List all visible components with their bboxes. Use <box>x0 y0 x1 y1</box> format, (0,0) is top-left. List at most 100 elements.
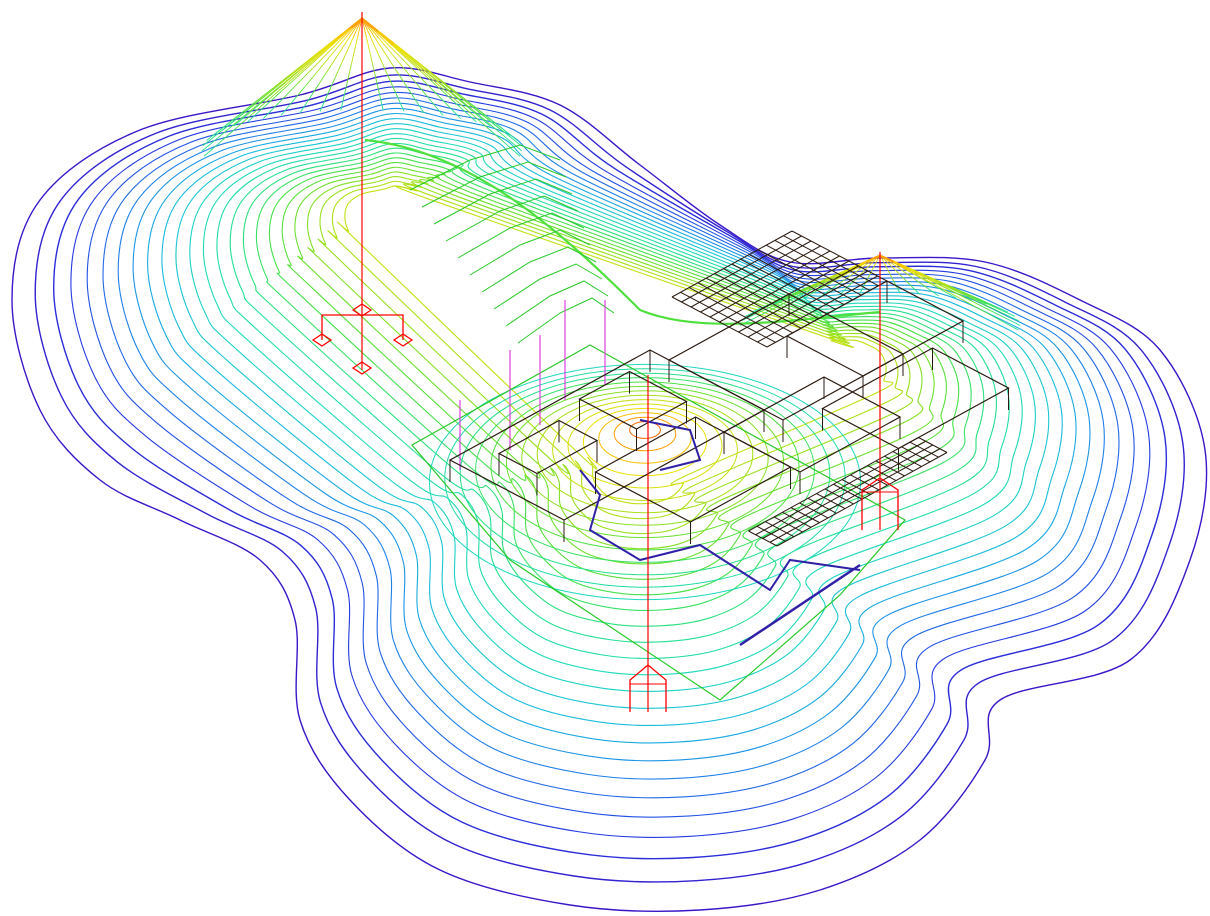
peak-ray <box>242 99 259 113</box>
terrain-line <box>457 212 585 259</box>
peak-ray <box>291 62 307 75</box>
peak-ray <box>376 82 380 92</box>
peak-ray <box>843 286 849 291</box>
peak-ray <box>394 56 403 68</box>
peak-ray <box>386 73 392 84</box>
central-contour <box>613 416 677 452</box>
peak-ray <box>425 70 443 85</box>
contour-line <box>86 91 1135 818</box>
cable-route <box>739 563 861 647</box>
peak-ray <box>304 59 317 71</box>
peak-ray <box>355 36 359 46</box>
peak-ray <box>272 76 288 89</box>
central-contour <box>505 385 785 539</box>
peak-ray <box>977 303 993 312</box>
grid-line <box>762 444 933 539</box>
peak-ray <box>796 286 810 293</box>
peak-ray <box>263 108 274 119</box>
peak-ray <box>907 282 913 287</box>
central-contour <box>536 394 754 514</box>
peak-ray <box>477 114 491 127</box>
central-contour <box>521 390 769 526</box>
peak-ray <box>370 54 374 65</box>
peak-ray <box>287 64 303 78</box>
peak-ray <box>982 300 996 307</box>
central-contour <box>598 412 692 464</box>
peak-ray <box>907 268 923 277</box>
peak-ray <box>501 127 518 141</box>
peak-ray <box>943 283 957 290</box>
peak-ray <box>430 80 443 92</box>
peak-ray <box>885 258 892 264</box>
peak-ray <box>393 45 410 60</box>
peak-ray <box>887 262 893 268</box>
peak-ray <box>392 65 400 76</box>
peak-ray <box>963 296 979 305</box>
peak-ray <box>233 110 251 125</box>
peak-ray <box>246 104 260 116</box>
peak-ray <box>353 27 359 37</box>
peak-ray <box>417 103 425 114</box>
central-contour <box>490 381 800 551</box>
contour-line <box>11 66 1208 913</box>
peak-ray <box>296 85 306 97</box>
peak-ray <box>405 84 413 95</box>
peak-ray <box>401 57 412 69</box>
peak-ray <box>270 90 283 102</box>
peak-ray <box>833 272 844 279</box>
peak-ray <box>826 274 838 281</box>
peak-ray <box>217 124 235 139</box>
peak-ray <box>332 37 343 49</box>
peak-ray <box>920 283 928 289</box>
peak-ray <box>312 57 323 69</box>
peak-ray <box>257 88 273 101</box>
peak-ray <box>425 68 442 83</box>
peak-ray <box>879 254 895 263</box>
peak-ray <box>794 289 806 295</box>
peak-ray <box>410 76 420 87</box>
peak-ray <box>488 119 506 134</box>
peak-ray <box>342 91 346 102</box>
peak-ray <box>850 271 857 276</box>
peak-ray <box>871 258 877 264</box>
peak-ray <box>382 64 388 75</box>
antenna-masts <box>311 12 899 712</box>
peak-ray <box>265 84 283 99</box>
peak-ray <box>374 36 382 47</box>
central-contour <box>475 377 815 563</box>
contour-line <box>306 171 924 550</box>
peak-ray <box>212 123 229 136</box>
peak-ray <box>393 44 411 59</box>
peak-ray <box>380 101 384 111</box>
peak-ray <box>856 263 865 269</box>
peak-ray <box>332 73 338 84</box>
peak-ray <box>247 111 260 123</box>
peak-ray <box>875 258 879 263</box>
peak-ray <box>324 65 332 76</box>
peak-ray <box>413 60 427 73</box>
peak-ray <box>305 51 321 64</box>
contour-lines <box>11 66 1208 913</box>
peak-ray <box>409 55 426 70</box>
peak-ray <box>426 95 436 107</box>
peak-ray <box>272 98 284 109</box>
peak-ray <box>201 137 219 152</box>
peak-ray <box>948 293 957 299</box>
cable-route <box>579 469 861 592</box>
peak-ray <box>440 86 458 102</box>
peak-ray <box>344 45 350 56</box>
grid-line <box>747 270 869 338</box>
peak-ray <box>897 289 901 294</box>
peak-ray <box>990 314 1005 323</box>
peak-ray <box>235 114 252 129</box>
peak-ray <box>271 82 286 95</box>
peak-ray <box>438 82 453 95</box>
peak-ray <box>385 46 395 58</box>
peak-ray <box>903 278 909 283</box>
peak-ray <box>921 275 937 284</box>
peak-ray <box>367 27 375 38</box>
peak-ray <box>350 54 354 65</box>
terrain-outline <box>411 344 906 701</box>
peak-ray <box>314 45 331 60</box>
peak-ray <box>899 274 905 279</box>
